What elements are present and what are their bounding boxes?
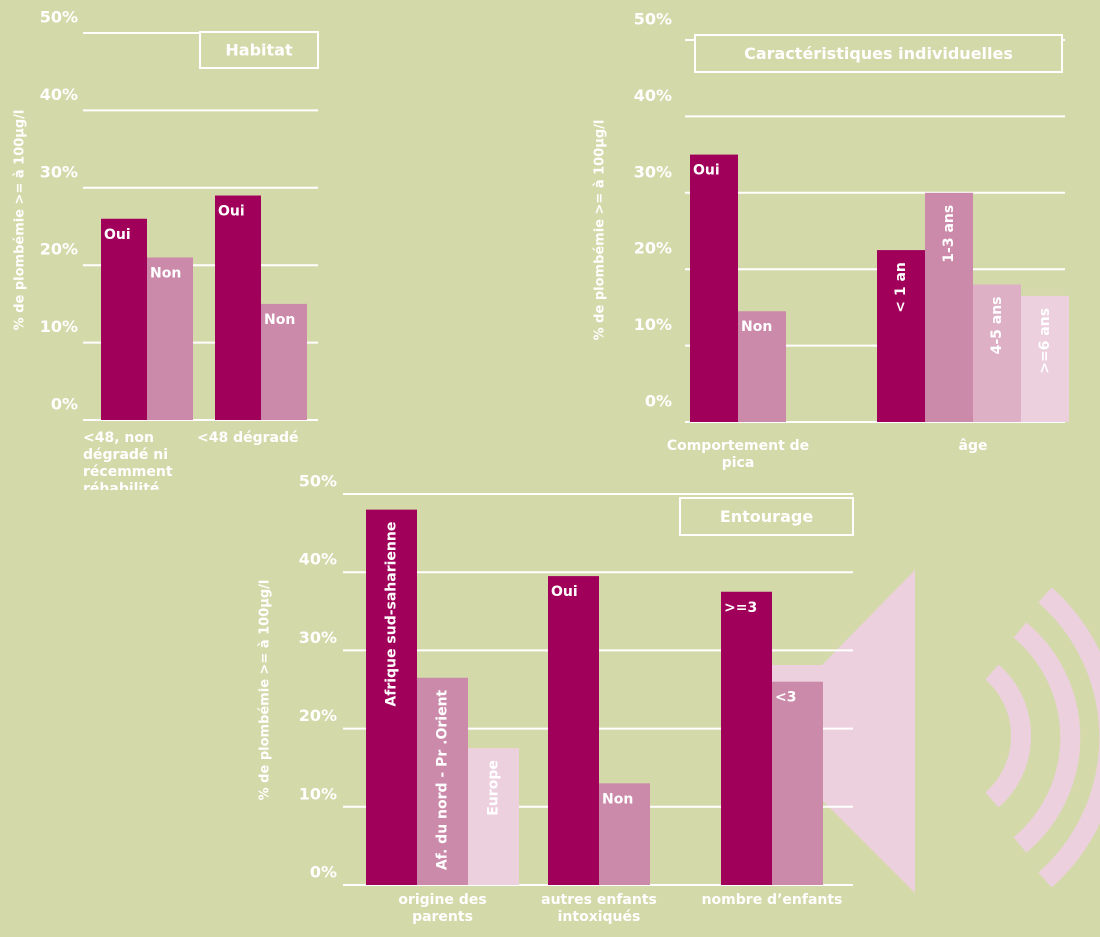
y-tick-label: 0% [310,863,337,882]
bar-label: Non [264,312,295,328]
bar-label: <3 [775,690,796,706]
x-tick-label: nombre d’enfants [701,892,843,908]
y-tick-label: 30% [299,628,337,647]
bar [417,677,468,885]
bar-label: Oui [693,163,720,179]
chart: 0% 10% 20% 30% 40% 50% % de plombémie >= à 100… [258,472,854,925]
bar-label: Oui [551,584,578,600]
y-tick-label: 50% [40,8,78,27]
category-label-box: origine des parents [398,892,487,925]
x-tick-label: autres enfants intoxiqués [541,892,657,925]
y-tick-label: 20% [634,239,672,258]
y-tick-label: 10% [40,317,78,336]
bar-label: Oui [218,204,245,220]
x-tick-label: <48 dégradé [197,430,299,446]
title-box [199,31,319,69]
category-label-box: <48 dégradé [197,430,299,446]
bar [772,681,823,885]
bar [925,192,973,422]
category-label-box: <48, non dégradé ni récemment réhabilité [83,430,173,490]
y-tick-label: 10% [634,315,672,334]
bar-label: 4-5 ans [989,296,1005,354]
chart-title: Habitat [225,41,293,60]
y-axis-title: % de plombémie >= à 100µg/l [13,110,28,331]
y-tick-label: 20% [40,240,78,259]
category-label-box: âge [958,438,988,454]
y-tick-label: 0% [51,395,78,414]
y-tick-label: 50% [299,472,337,491]
bar [261,303,307,420]
category-label-box: autres enfants intoxiqués [541,892,657,925]
bar [468,748,519,885]
bar-label: Non [150,265,181,281]
x-tick-label: <48, non dégradé ni récemment réhabilité [83,430,173,490]
sound-wave [1013,622,1081,853]
y-tick-label: 40% [634,86,672,105]
y-tick-label: 40% [299,550,337,569]
chart: 0% 10% 20% 30% 40% 50% % de plombémie >= à 100… [593,10,1069,471]
title-box [679,497,854,536]
bar [366,509,417,885]
bar [215,195,261,420]
x-tick-label: origine des parents [398,892,487,925]
y-tick-label: 10% [299,784,337,803]
bar-label: Afrique sud-saharienne [384,522,400,707]
bar [738,311,786,422]
bar [690,154,738,422]
chart-title: Entourage [720,507,813,526]
bar-label: >=3 [724,600,757,616]
bar [721,591,772,885]
bar-label: Europe [486,760,502,816]
bar-label: Non [602,791,633,807]
y-axis-title: % de plombémie >= à 100µg/l [258,580,273,801]
bar-label: Non [741,319,772,335]
bar [599,783,650,885]
bar-label: 1-3 ans [941,205,957,263]
bar-label: < 1 an [893,262,909,313]
title-box [694,34,1063,73]
bar-label: Af. du nord - Pr .Orient [435,689,451,870]
sound-wave [985,664,1031,808]
bar [877,250,925,422]
bar [1021,295,1069,422]
x-tick-label: âge [958,438,988,454]
category-label-box: Comportement de pica [666,438,810,471]
y-tick-label: 20% [299,706,337,725]
bar [973,284,1021,422]
y-tick-label: 40% [40,85,78,104]
y-tick-label: 30% [634,162,672,181]
category-label-box: nombre d’enfants [701,892,843,908]
chart-title: Caractéristiques individuelles [744,44,1013,63]
speaker-cone [822,570,915,893]
bar [548,576,599,885]
y-axis-title: % de plombémie >= à 100µg/l [593,120,608,341]
y-tick-label: 50% [634,10,672,29]
bar-label: >=6 ans [1037,308,1053,374]
y-tick-label: 30% [40,162,78,181]
y-tick-label: 0% [645,392,672,411]
bar [147,257,193,420]
bar-label: Oui [104,227,131,243]
chart: 0% 10% 20% 30% 40% 50% % de plombémie >= à 100… [13,8,319,490]
sound-wave [1038,587,1100,888]
x-tick-label: Comportement de pica [666,438,810,471]
sound-waves [985,587,1100,888]
bar [101,218,147,420]
